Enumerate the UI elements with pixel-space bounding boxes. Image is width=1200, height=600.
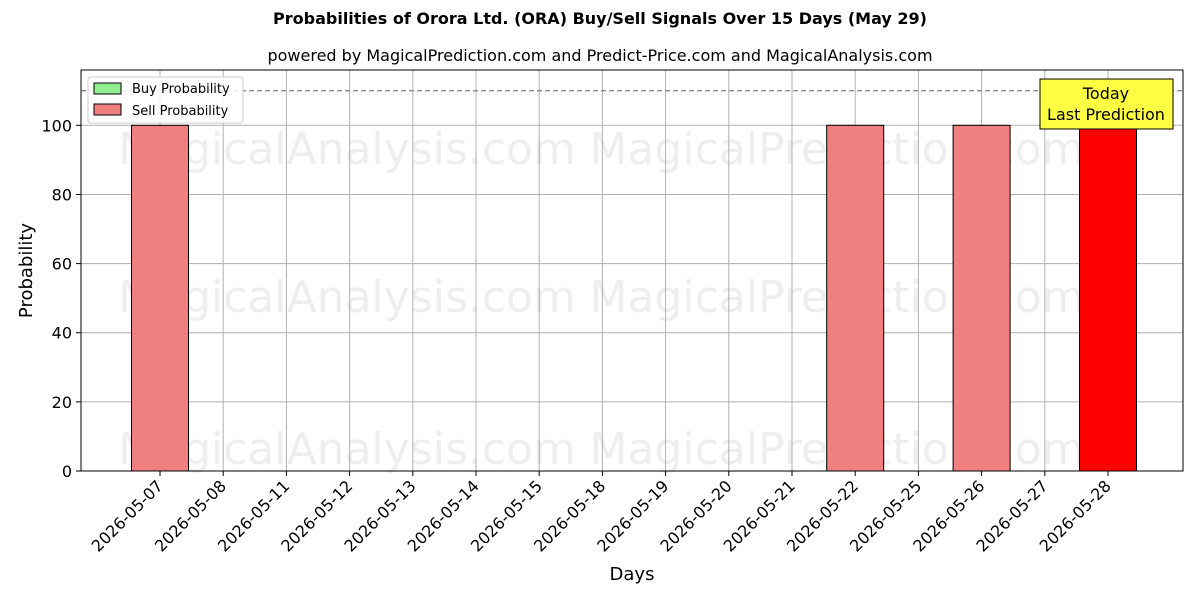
- y-tick-label: 40: [52, 324, 72, 343]
- legend-label-sell: Sell Probability: [132, 104, 229, 119]
- chart-title: Probabilities of Orora Ltd. (ORA) Buy/Se…: [273, 9, 927, 28]
- x-axis-label: Days: [610, 564, 655, 585]
- legend-swatch-buy: [93, 82, 122, 95]
- y-tick-label: 100: [41, 116, 72, 135]
- legend: Buy Probability Sell Probability: [87, 76, 244, 124]
- plot-frame: [80, 69, 1184, 472]
- legend-label-buy: Buy Probability: [132, 82, 230, 97]
- watermark-text: MagicalAnalysis.com: [118, 424, 576, 475]
- today-annotation-line-1: Today: [1082, 84, 1129, 103]
- sell-bar: [1079, 124, 1137, 472]
- y-tick-label: 20: [52, 393, 72, 412]
- legend-swatch-sell: [93, 103, 122, 116]
- sell-bar: [952, 124, 1011, 472]
- y-tick-label: 80: [52, 185, 72, 204]
- legend-frame: [87, 76, 244, 124]
- y-axis-label: Probability: [16, 223, 37, 318]
- today-annotation-line-2: Last Prediction: [1047, 105, 1165, 124]
- watermark-layer: MagicalAnalysis.comMagicalPrediction.com…: [118, 124, 1084, 475]
- sell-bar: [826, 124, 885, 472]
- chart-subtitle: powered by MagicalPrediction.com and Pre…: [267, 46, 933, 65]
- watermark-text: MagicalAnalysis.com: [118, 272, 576, 323]
- y-tick-label: 0: [62, 462, 72, 481]
- today-annotation-box: [1039, 78, 1174, 130]
- watermark-text: MagicalAnalysis.com: [118, 124, 576, 175]
- today-annotation: Today Last Prediction: [1039, 78, 1174, 130]
- sell-bar: [131, 124, 189, 472]
- y-tick-label: 60: [52, 255, 72, 274]
